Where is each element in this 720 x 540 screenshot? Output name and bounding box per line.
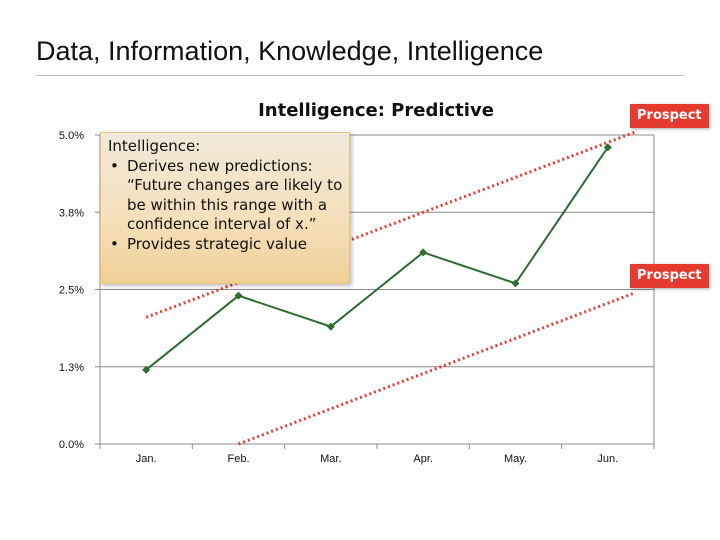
- title-divider: [36, 75, 684, 76]
- prospect-label-lower: Prospect: [630, 264, 709, 288]
- data-point: [419, 248, 428, 257]
- y-tick-label: 3.8%: [59, 207, 84, 219]
- x-tick-label: Mar.: [320, 453, 341, 465]
- callout-list: Derives new predictions: “Future changes…: [108, 157, 343, 255]
- y-tick-labels: 0.0% 1.3% 2.5% 3.8% 5.0%: [59, 130, 84, 451]
- y-tick-label: 1.3%: [59, 362, 84, 374]
- x-tick-label: May.: [504, 453, 527, 465]
- data-point: [234, 291, 243, 300]
- x-tick-labels: Jan. Feb. Mar. Apr. May. Jun.: [136, 453, 618, 465]
- prospect-line-lower: [237, 291, 637, 446]
- callout-heading: Intelligence:: [108, 137, 201, 155]
- prospect-lines: [145, 130, 637, 446]
- y-tick-label: 0.0%: [59, 439, 84, 451]
- data-point: [603, 143, 612, 152]
- x-tick-label: Feb.: [227, 453, 249, 465]
- series-line: [145, 146, 609, 371]
- data-point: [326, 322, 335, 331]
- slide-title: Data, Information, Knowledge, Intelligen…: [36, 36, 544, 66]
- intelligence-callout: Intelligence: Derives new predictions: “…: [100, 132, 350, 284]
- chart-title: Intelligence: Predictive: [258, 100, 494, 121]
- data-point: [511, 279, 520, 288]
- x-tick-label: Apr.: [413, 453, 433, 465]
- axes: [95, 134, 655, 449]
- prospect-line-upper: [145, 130, 637, 319]
- data-point: [142, 365, 151, 374]
- callout-bullet-predictions: Derives new predictions: “Future changes…: [108, 157, 343, 235]
- x-tick-label: Jun.: [597, 453, 618, 465]
- y-tick-label: 5.0%: [59, 130, 84, 142]
- callout-bullet-strategic-value: Provides strategic value: [108, 235, 343, 255]
- x-tick-label: Jan.: [136, 453, 157, 465]
- prospect-label-upper: Prospect: [630, 104, 709, 128]
- y-tick-label: 2.5%: [59, 285, 84, 297]
- series-layer: [142, 143, 612, 374]
